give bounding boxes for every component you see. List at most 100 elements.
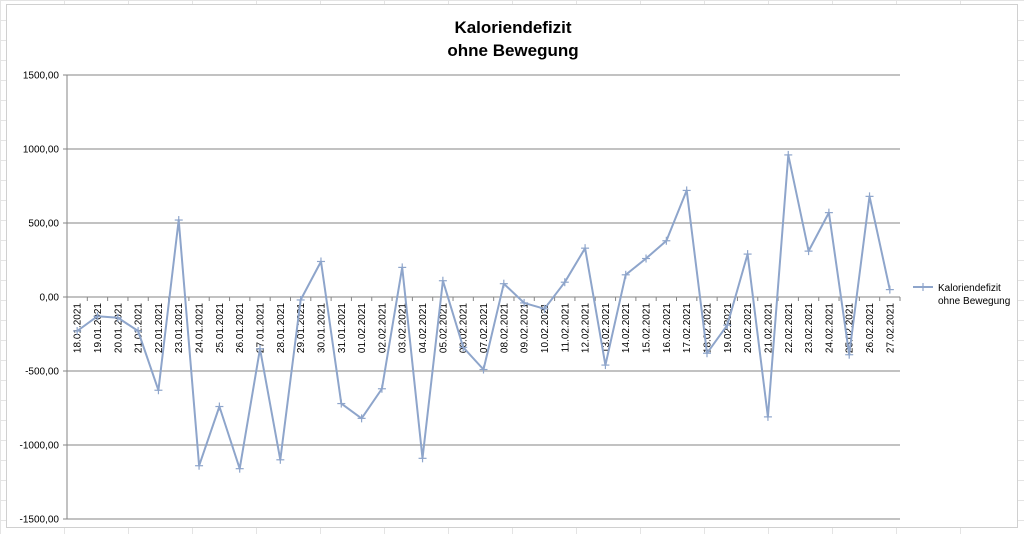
data-point-marker <box>377 384 386 393</box>
data-point-marker <box>581 244 590 253</box>
data-point-marker <box>642 254 651 263</box>
y-tick-label: 1500,00 <box>23 71 60 82</box>
x-tick-label: 19.01.2021 <box>93 303 104 353</box>
x-tick-label: 02.02.2021 <box>377 303 388 353</box>
x-tick-label: 03.02.2021 <box>398 303 409 353</box>
x-tick-label: 22.02.2021 <box>784 303 795 353</box>
data-point-marker <box>276 455 285 464</box>
data-point-marker <box>824 208 833 217</box>
x-tick-label: 11.02.2021 <box>560 303 571 353</box>
x-tick-label: 04.02.2021 <box>418 303 429 353</box>
x-tick-label: 12.02.2021 <box>581 303 592 353</box>
x-tick-label: 19.02.2021 <box>723 303 734 353</box>
y-axis-tick-labels: 1500,00 1000,00 500,00 0,00 -500,00 -1000,00 -… <box>20 71 60 526</box>
x-tick-label: 29.01.2021 <box>296 303 307 353</box>
x-tick-label: 23.02.2021 <box>804 303 815 353</box>
y-tick-label: 1000,00 <box>23 145 60 156</box>
data-point-marker <box>296 295 305 304</box>
x-tick-label: 06.02.2021 <box>459 303 470 353</box>
x-tick-label: 27.01.2021 <box>256 303 267 353</box>
data-point-marker <box>682 186 691 195</box>
data-point-marker <box>316 257 325 266</box>
x-tick-label: 14.02.2021 <box>621 303 632 353</box>
data-point-marker <box>540 304 549 313</box>
x-tick-label: 22.01.2021 <box>154 303 165 353</box>
data-point-marker <box>73 327 82 336</box>
data-point-marker <box>885 285 894 294</box>
x-tick-label: 20.02.2021 <box>743 303 754 353</box>
data-point-marker <box>418 454 427 463</box>
data-point-marker <box>215 402 224 411</box>
series-layer <box>73 150 894 473</box>
x-tick-label: 23.01.2021 <box>174 303 185 353</box>
x-tick-label: 31.01.2021 <box>337 303 348 353</box>
data-point-marker <box>723 321 732 330</box>
data-point-marker <box>459 343 468 352</box>
x-tick-label: 17.02.2021 <box>682 303 693 353</box>
data-point-marker <box>845 350 854 359</box>
data-point-marker <box>499 279 508 288</box>
data-point-marker <box>601 361 610 370</box>
data-point-marker <box>621 270 630 279</box>
y-tick-label: -500,00 <box>25 367 59 378</box>
x-tick-label: 28.01.2021 <box>276 303 287 353</box>
x-tick-label: 10.02.2021 <box>540 303 551 353</box>
data-point-marker <box>113 313 122 322</box>
data-point-marker <box>743 250 752 259</box>
data-point-marker <box>235 464 244 473</box>
data-point-marker <box>763 412 772 421</box>
x-tick-label: 01.02.2021 <box>357 303 368 353</box>
data-point-marker <box>154 386 163 395</box>
gridlines <box>63 74 901 520</box>
data-point-marker <box>702 349 711 358</box>
y-tick-label: -1500,00 <box>20 515 60 526</box>
x-tick-label: 25.01.2021 <box>215 303 226 353</box>
data-point-marker <box>520 298 529 307</box>
x-tick-label: 08.02.2021 <box>499 303 510 353</box>
chart-title-line-2: ohne Bewegung <box>447 41 578 60</box>
data-point-marker <box>195 461 204 470</box>
y-tick-label: -1000,00 <box>20 441 60 452</box>
data-point-marker <box>804 247 813 256</box>
x-tick-label: 15.02.2021 <box>642 303 653 353</box>
data-point-marker <box>256 344 265 353</box>
data-point-marker <box>134 327 143 336</box>
x-tick-label: 09.02.2021 <box>520 303 531 353</box>
data-point-marker <box>438 276 447 285</box>
legend-label-line-2: ohne Bewegung <box>938 296 1010 307</box>
x-tick-label: 24.01.2021 <box>195 303 206 353</box>
data-point-marker <box>174 216 183 225</box>
x-tick-label: 18.02.2021 <box>702 303 713 353</box>
x-tick-label: 05.02.2021 <box>438 303 449 353</box>
x-tick-label: 16.02.2021 <box>662 303 673 353</box>
data-point-marker <box>357 414 366 423</box>
chart-title-line-1: Kaloriendefizit <box>454 18 571 37</box>
y-tick-label: 500,00 <box>28 219 59 230</box>
x-tick-label: 21.02.2021 <box>763 303 774 353</box>
legend[interactable]: Kaloriendefizit ohne Bewegung <box>913 283 1010 307</box>
x-axis-tick-labels: 18.01.2021 19.01.2021 20.01.2021 21.01.2021… <box>73 303 897 353</box>
line-chart: Kaloriendefizit ohne Bewegung 1500,00 100… <box>20 18 1011 526</box>
data-point-marker <box>662 236 671 245</box>
data-point-marker <box>93 312 102 321</box>
x-tick-label: 21.01.2021 <box>134 303 145 353</box>
data-point-marker <box>398 263 407 272</box>
x-tick-label: 27.02.2021 <box>885 303 896 353</box>
x-tick-label: 18.01.2021 <box>73 303 84 353</box>
x-tick-label: 20.01.2021 <box>113 303 124 353</box>
x-tick-label: 07.02.2021 <box>479 303 490 353</box>
chart-area[interactable]: Kaloriendefizit ohne Bewegung 1500,00 100… <box>6 4 1018 528</box>
legend-label-line-1: Kaloriendefizit <box>938 283 1001 294</box>
data-point-marker <box>784 150 793 159</box>
x-tick-label: 26.01.2021 <box>235 303 246 353</box>
x-tick-label: 25.02.2021 <box>845 303 856 353</box>
data-point-marker <box>479 365 488 374</box>
data-point-marker <box>560 278 569 287</box>
data-point-marker <box>865 192 874 201</box>
x-tick-label: 30.01.2021 <box>316 303 327 353</box>
data-point-marker <box>337 399 346 408</box>
x-tick-label: 13.02.2021 <box>601 303 612 353</box>
x-tick-label: 26.02.2021 <box>865 303 876 353</box>
x-tick-label: 24.02.2021 <box>824 303 835 353</box>
y-tick-label: 0,00 <box>40 293 60 304</box>
